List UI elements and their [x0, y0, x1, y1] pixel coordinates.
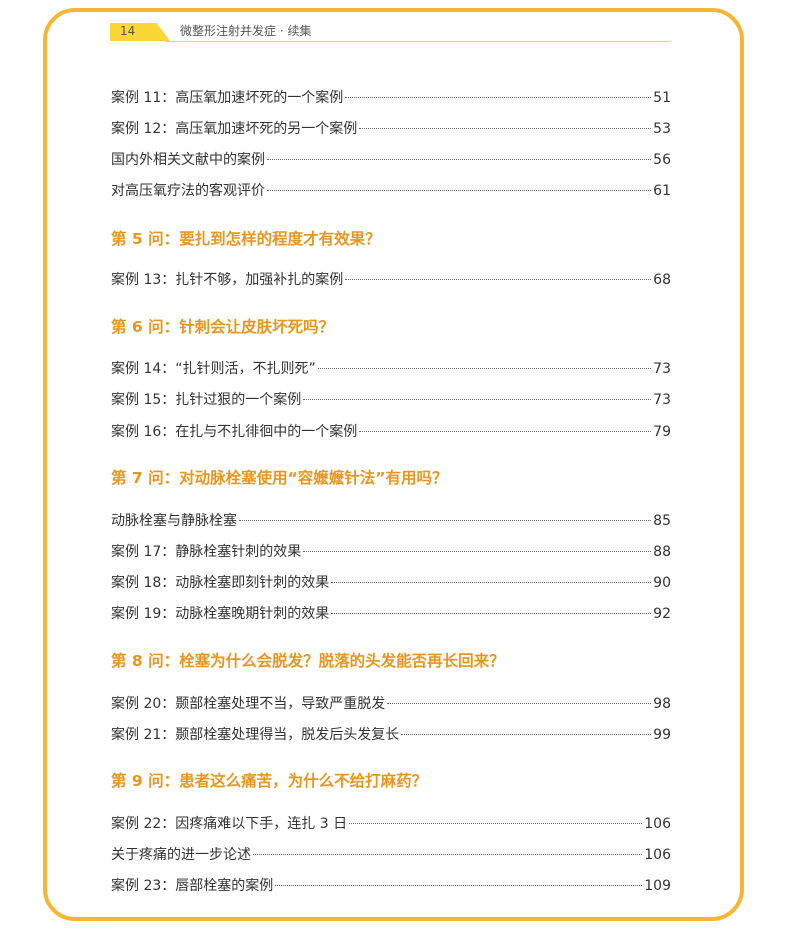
toc-section-heading[interactable]: 第 6 问：针刺会让皮肤坏死吗？	[111, 318, 335, 336]
toc-entry[interactable]: 案例 15：扎针过狠的一个案例 73	[111, 390, 671, 410]
toc-entry-page: 61	[653, 183, 671, 199]
toc-entry-title: 案例 21：颞部栓塞处理得当，脱发后头发复长	[111, 727, 400, 743]
dot-leader	[303, 399, 652, 400]
dot-leader	[253, 854, 643, 855]
toc-entry-title: 案例 23：唇部栓塞的案例	[111, 878, 274, 894]
toc-section-heading[interactable]: 第 5 问：要扎到怎样的程度才有效果？	[111, 230, 381, 248]
toc-entry-page: 90	[653, 575, 671, 591]
toc-entry-page: 51	[653, 90, 671, 106]
toc-entry-page: 85	[653, 513, 671, 529]
dot-leader	[331, 613, 652, 614]
dot-leader	[239, 520, 652, 521]
dot-leader	[331, 582, 652, 583]
dot-leader	[345, 279, 652, 280]
toc-entry-page: 106	[644, 847, 671, 863]
toc-entry[interactable]: 案例 14：“扎针则活，不扎则死” 73	[111, 359, 671, 379]
toc-entry-title: 动脉栓塞与静脉栓塞	[111, 513, 237, 529]
toc-section-heading[interactable]: 第 8 问：栓塞为什么会脱发？脱落的头发能否再长回来？	[111, 652, 505, 670]
toc-entry-title: 案例 16：在扎与不扎徘徊中的一个案例	[111, 424, 358, 440]
toc-section-heading[interactable]: 第 7 问：对动脉栓塞使用“容嬷嬷针法”有用吗？	[111, 469, 448, 487]
toc-entry-title: 案例 11：高压氧加速坏死的一个案例	[111, 90, 344, 106]
dot-leader	[359, 431, 652, 432]
toc-entry[interactable]: 案例 11：高压氧加速坏死的一个案例 51	[111, 88, 671, 108]
toc-entry-title: 案例 15：扎针过狠的一个案例	[111, 392, 302, 408]
toc-entry-page: 53	[653, 121, 671, 137]
toc-entry[interactable]: 案例 20：颞部栓塞处理不当，导致严重脱发 98	[111, 694, 671, 714]
toc-section-heading[interactable]: 第 9 问：患者这么痛苦，为什么不给打麻药？	[111, 772, 428, 790]
dot-leader	[267, 159, 652, 160]
toc-entry-title: 案例 18：动脉栓塞即刻针刺的效果	[111, 575, 330, 591]
toc-entry[interactable]: 案例 17：静脉栓塞针刺的效果 88	[111, 542, 671, 562]
toc-entry[interactable]: 案例 23：唇部栓塞的案例 109	[111, 876, 671, 896]
toc-entry-page: 88	[653, 544, 671, 560]
toc-entry[interactable]: 案例 22：因疼痛难以下手，连扎 3 日 106	[111, 814, 671, 834]
toc-entry-title: 案例 20：颞部栓塞处理不当，导致严重脱发	[111, 696, 386, 712]
dot-leader	[267, 190, 652, 191]
toc-entry[interactable]: 案例 21：颞部栓塞处理得当，脱发后头发复长 99	[111, 725, 671, 745]
header-divider	[165, 41, 671, 42]
toc-entry-title: 案例 22：因疼痛难以下手，连扎 3 日	[111, 816, 348, 832]
toc-entry[interactable]: 案例 12：高压氧加速坏死的另一个案例 53	[111, 119, 671, 139]
dot-leader	[387, 703, 652, 704]
dot-leader	[349, 823, 643, 824]
toc-entry-title: 案例 13：扎针不够，加强补扎的案例	[111, 272, 344, 288]
toc-entry-page: 68	[653, 272, 671, 288]
toc-entry[interactable]: 动脉栓塞与静脉栓塞 85	[111, 511, 671, 531]
dot-leader	[275, 885, 643, 886]
toc-entry-title: 国内外相关文献中的案例	[111, 152, 265, 168]
page-frame	[43, 8, 744, 921]
toc-entry[interactable]: 案例 18：动脉栓塞即刻针刺的效果 90	[111, 573, 671, 593]
toc-entry-page: 73	[653, 392, 671, 408]
toc-entry-title: 案例 12：高压氧加速坏死的另一个案例	[111, 121, 358, 137]
toc-entry-title: 案例 14：“扎针则活，不扎则死”	[111, 361, 316, 377]
toc-entry[interactable]: 关于疼痛的进一步论述 106	[111, 845, 671, 865]
toc-entry-page: 98	[653, 696, 671, 712]
toc-entry-title: 对高压氧疗法的客观评价	[111, 183, 265, 199]
toc-entry-title: 案例 17：静脉栓塞针刺的效果	[111, 544, 302, 560]
dot-leader	[303, 551, 652, 552]
toc-entry-page: 99	[653, 727, 671, 743]
toc-entry-title: 关于疼痛的进一步论述	[111, 847, 251, 863]
toc-entry[interactable]: 对高压氧疗法的客观评价 61	[111, 181, 671, 201]
toc-entry-page: 109	[644, 878, 671, 894]
dot-leader	[359, 128, 652, 129]
page-number: 14	[120, 24, 136, 38]
running-title: 微整形注射并发症 · 续集	[180, 24, 312, 38]
toc-entry[interactable]: 案例 16：在扎与不扎徘徊中的一个案例 79	[111, 422, 671, 442]
toc-entry-page: 56	[653, 152, 671, 168]
dot-leader	[345, 97, 652, 98]
toc-entry-page: 92	[653, 606, 671, 622]
toc-entry[interactable]: 国内外相关文献中的案例 56	[111, 150, 671, 170]
toc-entry-title: 案例 19：动脉栓塞晚期针刺的效果	[111, 606, 330, 622]
toc-entry-page: 73	[653, 361, 671, 377]
toc-entry[interactable]: 案例 19：动脉栓塞晚期针刺的效果 92	[111, 604, 671, 624]
toc-entry-page: 106	[644, 816, 671, 832]
page-number-tab	[110, 23, 170, 41]
toc-entry[interactable]: 案例 13：扎针不够，加强补扎的案例 68	[111, 270, 671, 290]
dot-leader	[317, 368, 652, 369]
toc-entry-page: 79	[653, 424, 671, 440]
dot-leader	[401, 734, 652, 735]
